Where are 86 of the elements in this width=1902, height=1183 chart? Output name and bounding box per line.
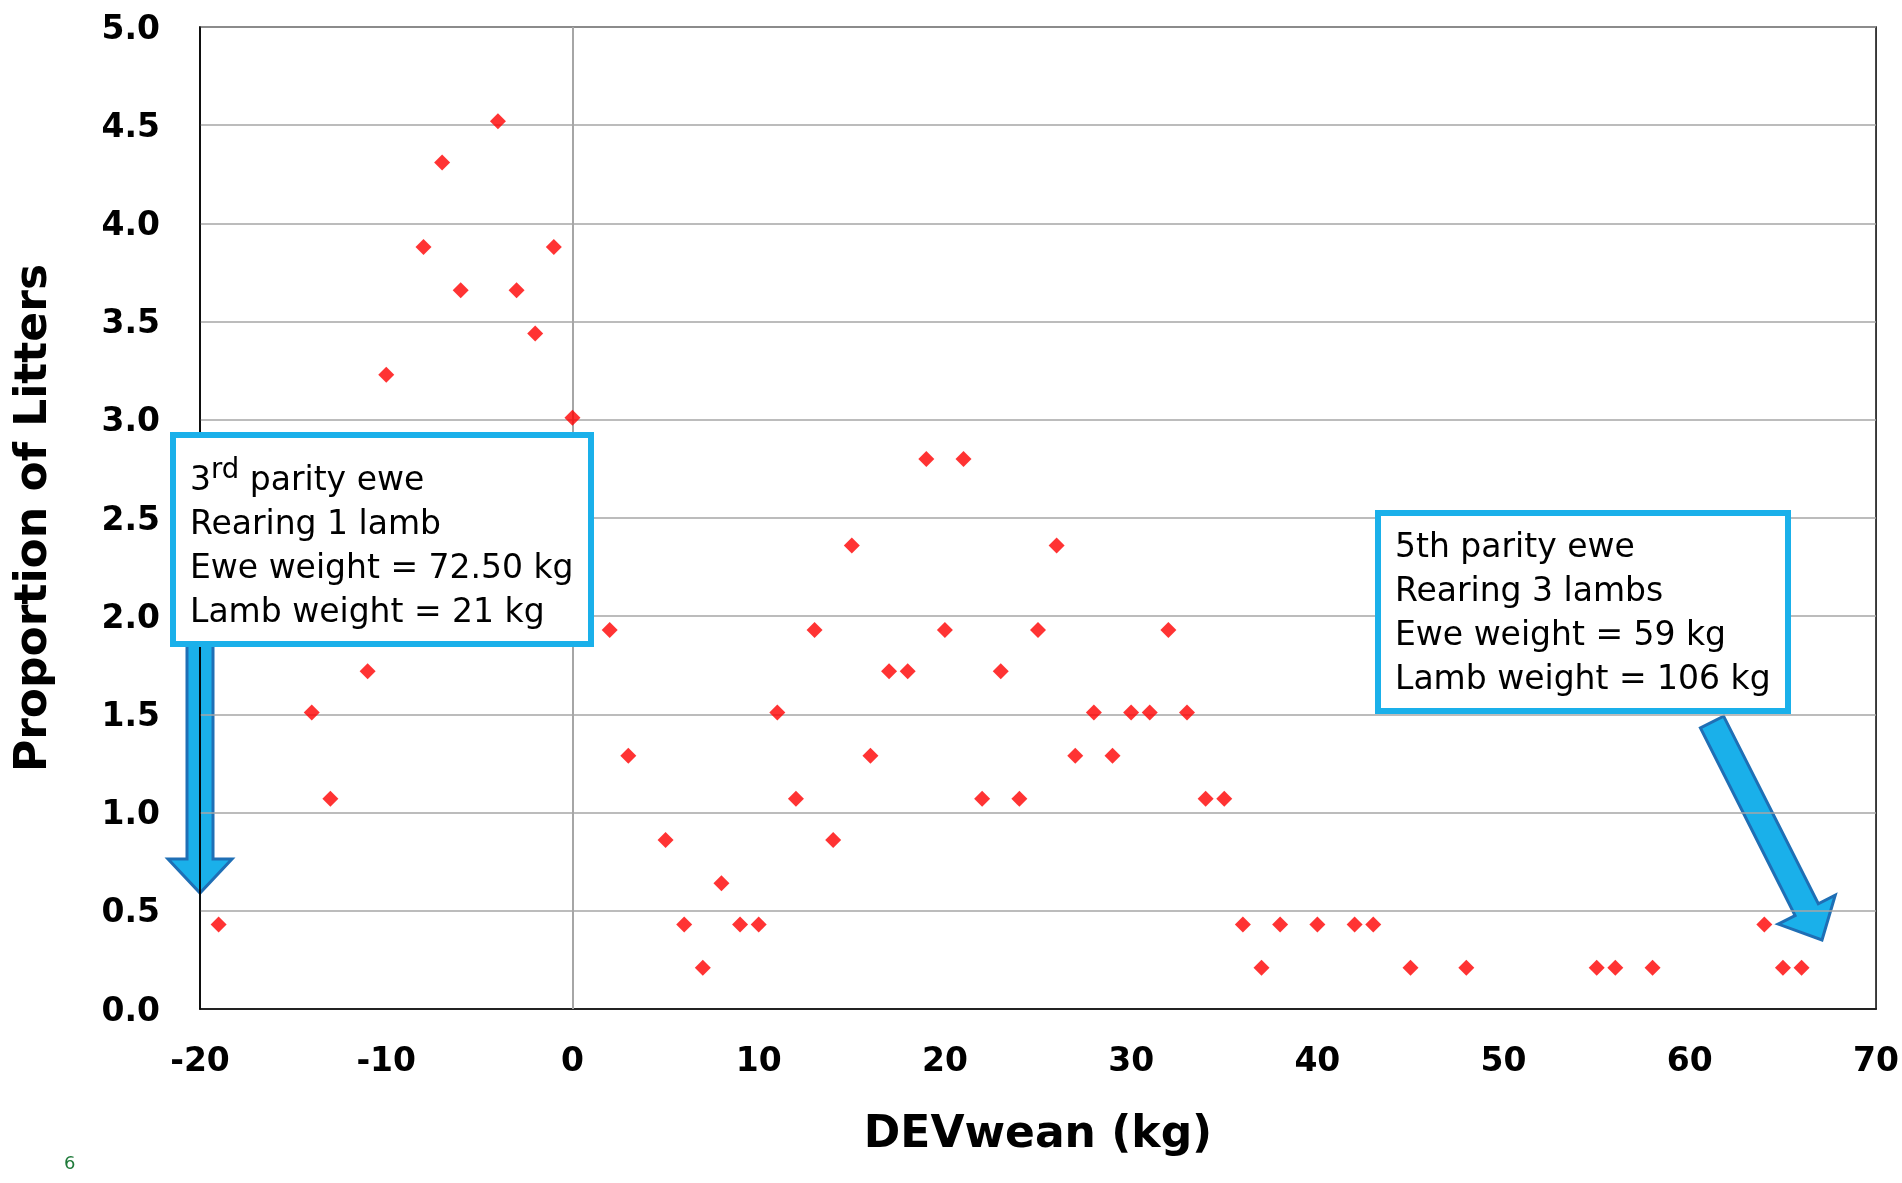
x-tick-label: 10: [735, 1040, 782, 1079]
x-tick-label: -10: [356, 1040, 417, 1079]
point: [434, 154, 451, 171]
y-tick-label: 0.5: [101, 891, 160, 931]
point: [918, 451, 935, 468]
point: [676, 916, 693, 933]
point: [750, 916, 767, 933]
point: [415, 238, 432, 255]
x-tick-label: 40: [1294, 1040, 1341, 1079]
point: [303, 704, 320, 721]
y-tick-label: 1.0: [101, 793, 160, 833]
point: [825, 832, 842, 849]
point: [843, 537, 860, 554]
point: [1644, 959, 1661, 976]
point: [1272, 916, 1289, 933]
x-tick-label: 60: [1666, 1040, 1713, 1079]
y-tick-label: 4.0: [101, 203, 160, 243]
x-axis-title: DEVwean (kg): [863, 1105, 1213, 1157]
point: [1402, 959, 1419, 976]
y-tick-label: 5.0: [101, 7, 160, 47]
y-tick-label: 3.5: [101, 302, 160, 342]
point: [1011, 790, 1028, 807]
point: [787, 790, 804, 807]
point: [564, 409, 581, 426]
point: [899, 663, 916, 680]
point: [1234, 916, 1251, 933]
x-tick-label: 0: [560, 1040, 584, 1079]
x-tick-label: 50: [1480, 1040, 1527, 1079]
point: [1588, 959, 1605, 976]
point: [657, 832, 674, 849]
text: 6: [64, 1152, 76, 1173]
point: [452, 282, 469, 299]
point: [1216, 790, 1233, 807]
point: [1607, 959, 1624, 976]
annotation: 3$^{rd}$ parity ewe Rearing 1 lamb Ewe weight = 72.50 kg Lamb weight = 21 kg: [170, 432, 594, 647]
point: [1309, 916, 1326, 933]
point: [1030, 621, 1047, 638]
point: [1085, 704, 1102, 721]
point: [322, 790, 339, 807]
x-tick-label: 20: [921, 1040, 968, 1079]
y-axis-title: Proportion of Litters: [4, 263, 56, 773]
point: [378, 366, 395, 383]
point: [489, 113, 506, 130]
point: [1067, 747, 1084, 764]
point: [769, 704, 786, 721]
point: [1197, 790, 1214, 807]
point: [1458, 959, 1475, 976]
point: [936, 621, 953, 638]
point: [601, 621, 618, 638]
point: [1160, 621, 1177, 638]
point: [974, 790, 991, 807]
y-tick-label: 0.0: [101, 989, 160, 1029]
point: [210, 916, 227, 933]
point: [527, 325, 544, 342]
annotation: 5th parity ewe Rearing 3 lambs Ewe weight = 59 kg Lamb weight = 106 kg: [1375, 510, 1791, 714]
point: [1253, 959, 1270, 976]
point: [545, 238, 562, 255]
point: [1141, 704, 1158, 721]
point: [1346, 916, 1363, 933]
point: [713, 875, 730, 892]
y-tick-label: 2.5: [101, 498, 160, 538]
point: [1774, 959, 1791, 976]
point: [1123, 704, 1140, 721]
point: [620, 747, 637, 764]
x-tick-label: -20: [170, 1040, 230, 1079]
point: [1179, 704, 1195, 721]
point: [992, 663, 1009, 680]
point: [359, 663, 376, 680]
point: [955, 451, 972, 468]
point: [1104, 747, 1121, 764]
x-tick-label: 30: [1108, 1040, 1155, 1079]
y-tick-label: 1.5: [101, 694, 160, 734]
point: [806, 621, 823, 638]
point: [1048, 537, 1065, 554]
point: [1365, 916, 1382, 933]
y-tick-label: 3.0: [101, 400, 160, 440]
y-tick-label: 4.5: [101, 105, 160, 145]
point: [508, 282, 525, 299]
x-tick-label: 70: [1853, 1040, 1900, 1079]
point: [732, 916, 749, 933]
point: [862, 747, 879, 764]
point: [1756, 916, 1773, 933]
point: [881, 663, 898, 680]
point: [1793, 959, 1810, 976]
y-tick-label: 2.0: [101, 596, 160, 636]
point: [694, 959, 711, 976]
